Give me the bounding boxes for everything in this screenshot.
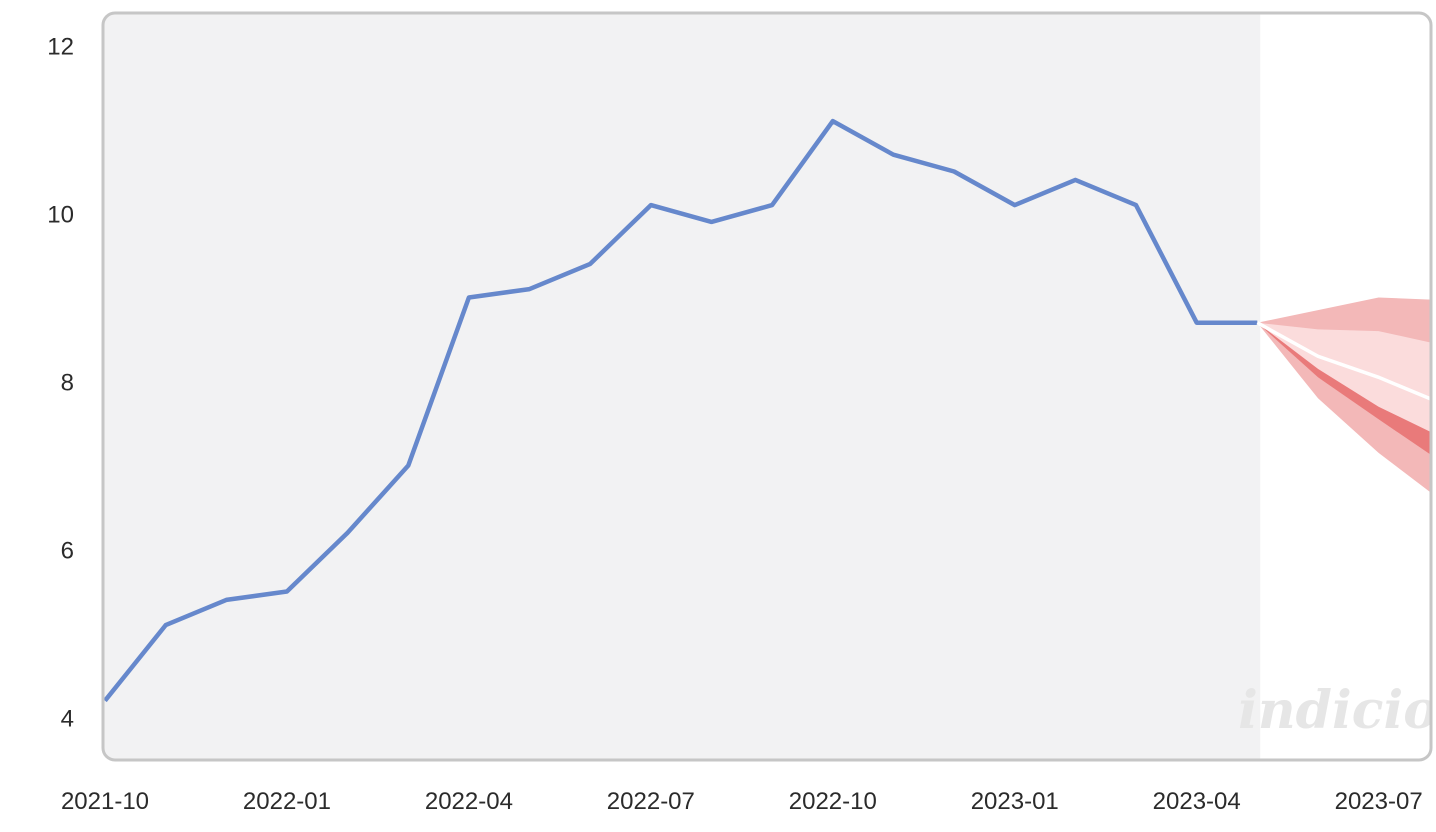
x-tick-label: 2021-10 (61, 788, 149, 815)
forecast-median-line (1256, 321, 1431, 405)
x-tick-label: 2022-07 (607, 788, 695, 815)
x-tick-label: 2023-04 (1153, 788, 1241, 815)
x-tick-label: 2023-01 (971, 788, 1059, 815)
x-axis: 2021-10 2022-01 2022-04 2022-07 2022-10 2023-… (61, 788, 1423, 815)
y-tick-label: 10 (47, 202, 74, 229)
y-tick-label: 4 (61, 706, 74, 733)
x-tick-label: 2022-01 (243, 788, 331, 815)
forecast-band-inner (1257, 322, 1431, 437)
x-tick-label: 2023-07 (1335, 788, 1423, 815)
history-background (103, 13, 1261, 760)
y-tick-label: 6 (61, 538, 74, 565)
y-axis: 4 6 8 10 12 (47, 34, 74, 733)
x-tick-label: 2022-04 (425, 788, 513, 815)
series-line (103, 118, 1258, 703)
plot-border (101, 11, 1433, 762)
y-tick-label: 8 (61, 370, 74, 397)
x-tick-label: 2022-10 (789, 788, 877, 815)
watermark-logo: indicio (1238, 680, 1436, 741)
y-tick-label: 12 (47, 34, 74, 61)
